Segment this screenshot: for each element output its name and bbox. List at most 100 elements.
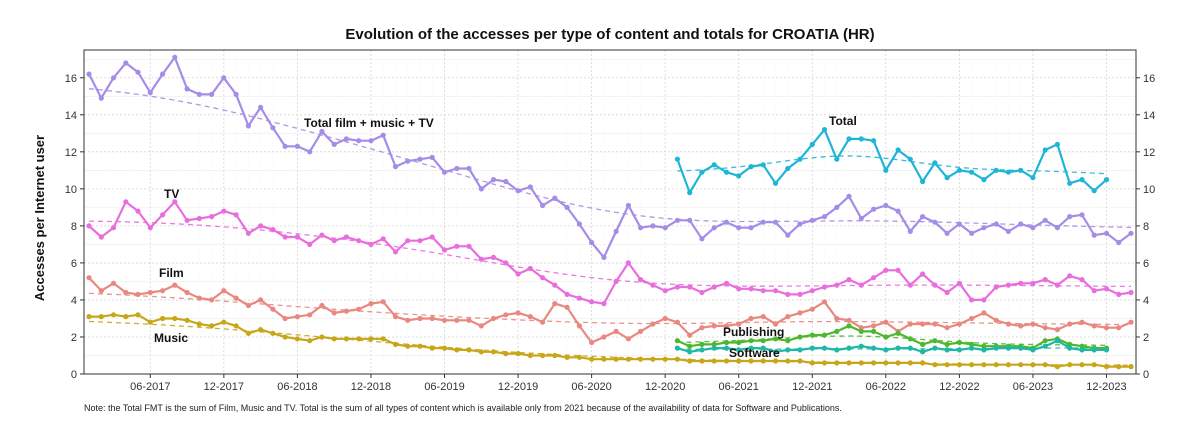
data-point-total_fmt xyxy=(1091,232,1097,238)
data-point-tv xyxy=(920,271,926,277)
data-point-tv xyxy=(993,284,999,290)
data-point-total_fmt xyxy=(981,225,987,231)
data-point-music xyxy=(307,338,313,344)
data-point-tv xyxy=(368,241,374,247)
data-point-music xyxy=(821,360,828,366)
data-point-software xyxy=(907,345,913,351)
data-point-tv xyxy=(723,280,730,286)
data-point-music xyxy=(294,336,300,342)
data-point-total xyxy=(797,156,803,162)
data-point-music xyxy=(772,358,779,364)
data-point-total xyxy=(871,138,877,144)
data-point-total_fmt xyxy=(233,91,239,97)
data-point-music xyxy=(723,358,730,364)
data-point-music xyxy=(1091,362,1097,368)
data-point-music xyxy=(552,352,558,359)
data-point-music xyxy=(86,314,92,320)
data-point-total_fmt xyxy=(380,132,386,138)
data-point-total_fmt xyxy=(993,221,999,227)
data-point-total_fmt xyxy=(1005,228,1012,234)
data-point-music xyxy=(245,330,251,336)
data-point-tv xyxy=(785,291,791,297)
data-point-tv xyxy=(944,289,950,296)
data-point-music xyxy=(343,336,349,342)
data-point-total xyxy=(760,162,766,168)
data-point-software xyxy=(821,345,828,351)
data-point-tv xyxy=(221,208,227,214)
data-point-tv xyxy=(687,284,693,290)
data-point-total_fmt xyxy=(196,91,202,97)
data-point-total xyxy=(969,169,975,175)
data-point-tv xyxy=(883,267,889,273)
data-point-music xyxy=(221,319,227,325)
data-point-music xyxy=(441,345,448,351)
data-point-tv xyxy=(356,238,362,244)
data-point-total_fmt xyxy=(270,125,276,131)
data-point-tv xyxy=(1079,277,1085,283)
data-point-total_fmt xyxy=(319,128,325,135)
data-point-tv xyxy=(307,241,313,247)
data-point-tv xyxy=(282,234,288,240)
y-tick-label-right: 0 xyxy=(1143,369,1149,381)
data-point-music xyxy=(858,360,864,366)
data-point-music xyxy=(490,349,497,355)
data-point-tv xyxy=(662,288,668,294)
data-point-total_fmt xyxy=(564,204,570,210)
data-point-total_fmt xyxy=(110,75,117,81)
data-point-total_fmt xyxy=(821,214,828,220)
data-point-total xyxy=(748,164,754,170)
data-point-film xyxy=(932,321,938,327)
data-point-publishing xyxy=(674,338,681,344)
data-point-tv xyxy=(540,275,546,281)
data-point-tv xyxy=(147,225,153,231)
data-point-film xyxy=(258,297,264,303)
data-point-total xyxy=(772,180,779,186)
data-point-software xyxy=(956,347,963,353)
data-point-film xyxy=(490,315,497,322)
data-point-total xyxy=(883,167,889,173)
data-point-music xyxy=(1030,362,1036,368)
data-point-tv xyxy=(1018,280,1024,286)
data-point-total_fmt xyxy=(184,86,190,92)
data-point-film xyxy=(809,306,815,312)
data-point-tv xyxy=(294,234,300,240)
data-point-software xyxy=(993,345,999,351)
data-point-tv xyxy=(956,280,963,286)
data-point-film xyxy=(1128,319,1134,325)
data-point-publishing xyxy=(797,334,803,340)
data-point-film xyxy=(1018,323,1024,329)
data-point-film xyxy=(907,321,913,327)
data-point-total_fmt xyxy=(343,136,349,142)
annotation-software: Software xyxy=(729,346,780,360)
data-point-total_fmt xyxy=(1116,239,1122,246)
data-point-music xyxy=(638,356,644,362)
data-point-total_fmt xyxy=(1128,230,1134,236)
data-point-total_fmt xyxy=(846,193,852,199)
data-point-total_fmt xyxy=(1054,225,1060,231)
chart-note: Note: the Total FMT is the sum of Film, … xyxy=(84,403,842,413)
data-point-music xyxy=(1103,364,1110,370)
data-point-publishing xyxy=(821,332,828,338)
data-point-film xyxy=(944,325,950,331)
data-point-software xyxy=(674,345,681,351)
data-point-software xyxy=(1079,347,1085,353)
data-point-music xyxy=(1042,362,1048,368)
data-point-music xyxy=(736,358,742,364)
data-point-film xyxy=(736,321,742,327)
data-point-tv xyxy=(258,223,264,229)
data-point-film xyxy=(858,325,864,331)
data-point-music xyxy=(871,360,877,366)
data-point-publishing xyxy=(907,336,913,342)
data-point-publishing xyxy=(687,343,693,349)
data-point-music xyxy=(368,336,374,342)
data-point-total_fmt xyxy=(135,69,141,75)
data-point-total xyxy=(1018,167,1024,173)
data-point-music xyxy=(625,356,632,362)
data-point-film xyxy=(135,291,141,297)
data-point-film xyxy=(417,315,423,322)
data-point-tv xyxy=(674,284,681,290)
data-point-total_fmt xyxy=(466,165,472,172)
data-point-software xyxy=(969,345,975,351)
data-point-music xyxy=(932,362,938,368)
